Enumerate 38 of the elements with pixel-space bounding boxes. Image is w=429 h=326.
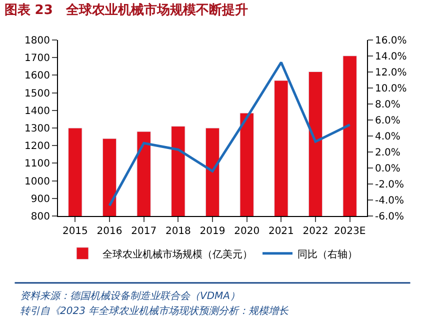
y2-tick-label: 12.0% [375,68,407,78]
y2-tick-label: -2.0% [375,180,404,190]
y2-tick-label: 0.0% [375,164,400,174]
y-tick-label: 1300 [24,124,50,134]
y-tick-label: 1800 [24,36,50,46]
x-tick-label: 2022 [302,226,328,237]
chart-title: 图表 23 全球农业机械市场规模不断提升 [4,2,248,18]
y2-tick-label: 14.0% [375,52,407,62]
y2-tick-label: -6.0% [375,212,404,222]
text: 资料来源：德国机械设备制造业联合会（VDMA） [20,290,240,302]
legend-label: 全球农业机械市场规模（亿美元） [102,248,252,260]
y2-tick-label: -4.0% [375,196,404,206]
y-tick-label: 1500 [24,88,50,100]
y2-tick-label: 8.0% [375,100,400,110]
legend-label: 同比（右轴） [298,248,358,260]
y-tick-label: 1400 [24,106,50,117]
y2-tick-label: 6.0% [375,116,400,126]
x-tick-label: 2017 [131,226,157,237]
x-tick-label: 2023E [334,226,366,237]
y2-tick-label: 4.0% [375,132,400,142]
y-tick-label: 1700 [24,53,50,64]
y-tick-label: 1000 [24,176,50,188]
x-tick-label: 2021 [268,226,294,237]
y2-tick-label: 10.0% [375,84,407,94]
x-tick-label: 2019 [200,226,226,237]
y2-tick-label: 16.0% [375,36,407,46]
y-tick-label: 1600 [24,70,50,82]
x-tick-label: 2016 [96,226,122,237]
text: 转引自《2023 年全球农业机械市场现状预测分析：规模增长 [20,305,290,317]
y-tick-label: 1100 [24,158,50,170]
y-tick-label: 900 [30,194,50,205]
y-tick-label: 1200 [24,141,50,152]
x-tick-label: 2020 [234,226,260,237]
line-series [108,61,352,207]
y2-tick-label: 2.0% [375,148,400,158]
x-tick-label: 2015 [62,226,88,237]
y-tick-label: 800 [30,212,50,222]
x-tick-label: 2018 [165,226,191,237]
